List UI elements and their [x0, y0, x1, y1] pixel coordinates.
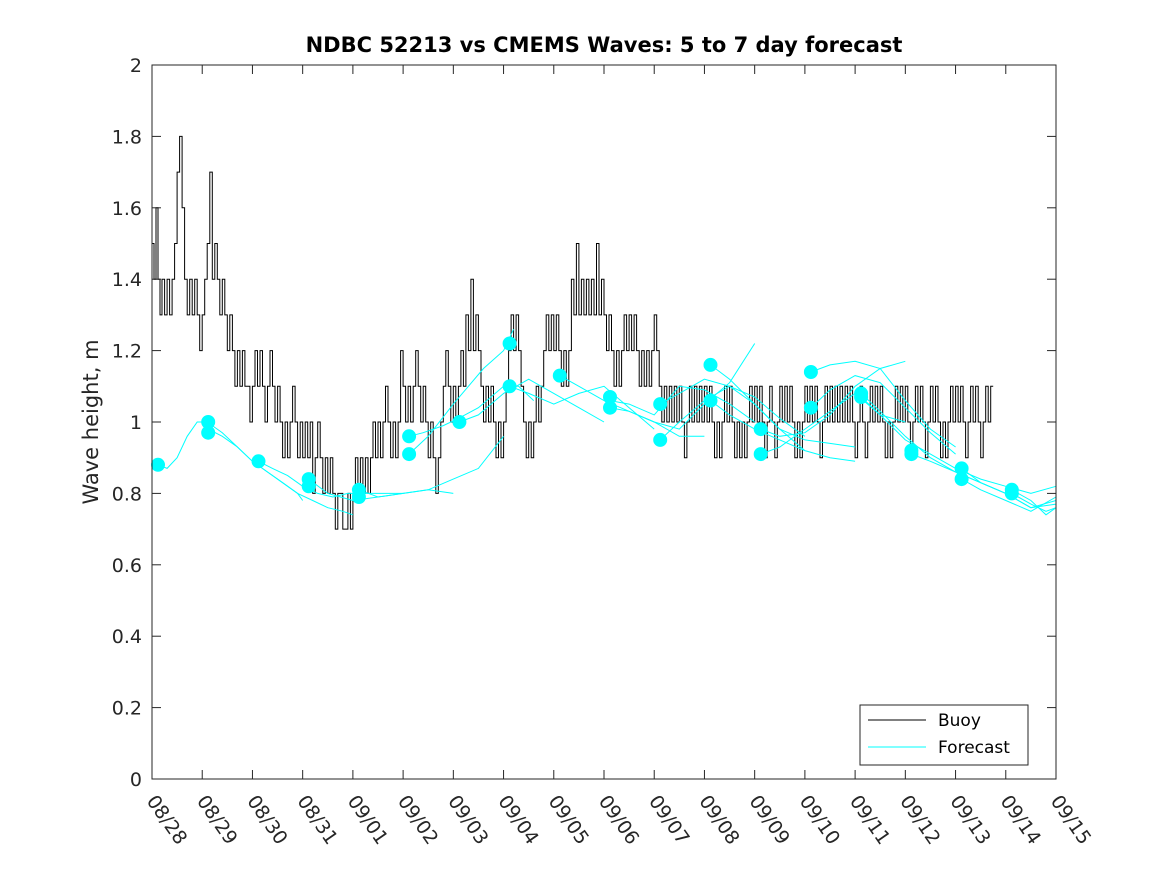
y-tick-label: 0.8	[112, 483, 142, 505]
forecast-marker	[201, 425, 216, 440]
forecast-marker	[803, 365, 818, 379]
y-axis-label: Wave height, m	[79, 339, 103, 504]
forecast-marker	[753, 447, 768, 462]
markers-layer	[151, 336, 1019, 504]
forecast-marker	[954, 472, 969, 487]
buoy-series-line	[152, 135, 994, 530]
forecast-marker	[653, 397, 668, 412]
legend-forecast-label: Forecast	[938, 738, 1010, 758]
forecast-marker	[151, 457, 165, 472]
y-tick-label: 1.2	[112, 341, 142, 363]
forecast-marker	[452, 415, 467, 429]
forecast-marker	[552, 368, 567, 383]
forecast-series-line	[258, 460, 404, 498]
forecast-marker	[904, 447, 919, 462]
y-tick-label: 1.6	[112, 198, 142, 220]
y-tick-label: 1	[130, 412, 142, 434]
y-tick-label: 0.2	[112, 698, 142, 720]
forecast-series-line	[408, 328, 515, 455]
forecast-marker	[603, 400, 617, 415]
forecast-marker	[251, 454, 266, 469]
y-tick-label: 1.4	[112, 269, 142, 291]
y-tick-label: 2	[130, 55, 142, 77]
forecast-series-line	[710, 400, 856, 462]
forecast-series-line	[1011, 492, 1057, 512]
forecast-marker	[1004, 486, 1019, 501]
y-axis: 0 0.2 0.4 0.6 0.8 1 1.2 1.4 1.6 1.8 2	[112, 55, 1056, 791]
y-tick-label: 0.6	[112, 555, 142, 577]
forecast-marker	[402, 447, 417, 462]
forecast-series-line	[509, 385, 655, 430]
legend-buoy-label: Buoy	[938, 711, 981, 731]
forecast-marker	[502, 336, 517, 351]
forecast-marker	[301, 479, 316, 494]
forecast-series-line	[358, 435, 504, 498]
forecast-marker	[402, 429, 417, 444]
forecast-series-line	[961, 478, 1057, 512]
forecast-marker	[502, 379, 517, 394]
y-tick-label: 0.4	[112, 626, 142, 648]
forecast-marker	[351, 490, 366, 504]
forecast-series-line	[609, 343, 756, 430]
chart-title: NDBC 52213 vs CMEMS Waves: 5 to 7 day fo…	[306, 33, 903, 57]
forecast-series-line	[810, 375, 956, 455]
legend: Buoy Forecast	[859, 704, 1029, 766]
forecast-marker	[854, 390, 869, 404]
forecast-series-line	[459, 378, 605, 423]
forecast-marker	[803, 400, 818, 415]
forecast-marker	[753, 422, 768, 437]
forecast-marker	[653, 432, 668, 447]
forecast-series-line	[710, 364, 856, 448]
y-tick-label: 0	[130, 769, 142, 791]
legend-box	[859, 704, 1029, 766]
forecast-series-line	[207, 428, 354, 516]
forecast-series-line	[609, 385, 755, 423]
forecast-series-line	[810, 360, 956, 448]
y-tick-label: 1.8	[112, 126, 142, 148]
forecast-marker	[703, 357, 718, 372]
forecast-marker	[703, 393, 718, 408]
